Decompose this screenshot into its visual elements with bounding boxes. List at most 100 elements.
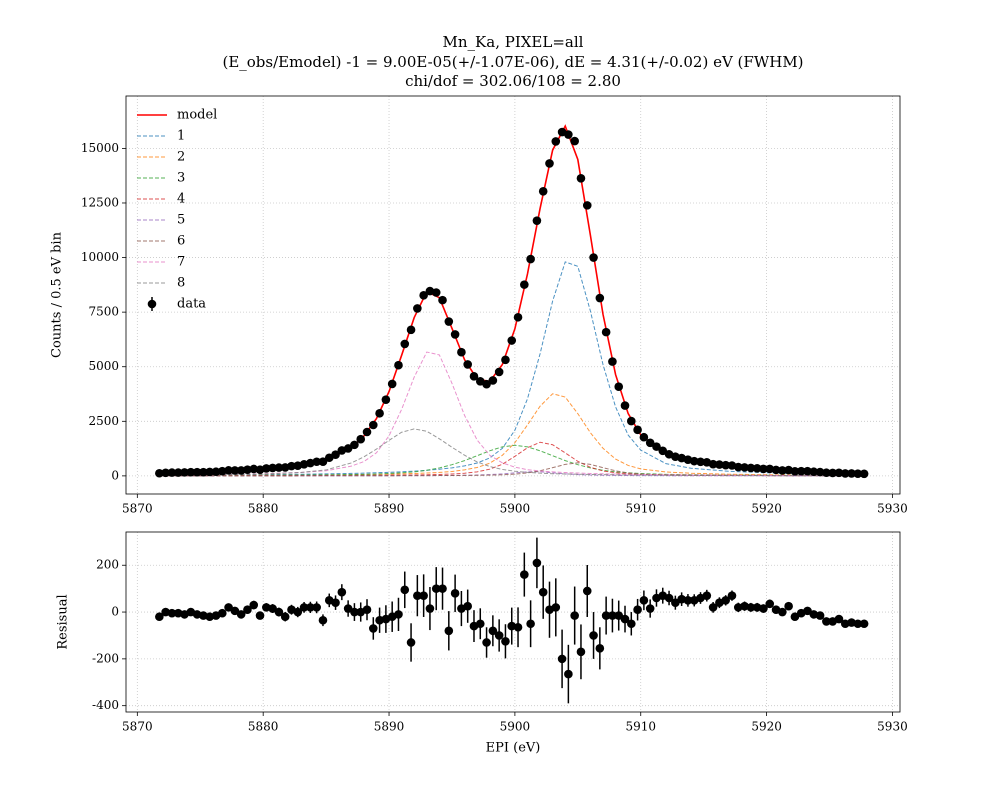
legend-label: 6 bbox=[177, 234, 185, 249]
data-point bbox=[381, 395, 391, 404]
data-point bbox=[419, 291, 428, 300]
component-line bbox=[162, 428, 855, 477]
data-point bbox=[746, 603, 756, 612]
data-point bbox=[715, 460, 724, 469]
data-point bbox=[192, 467, 202, 477]
data-point bbox=[840, 469, 850, 478]
data-point bbox=[475, 619, 485, 629]
data-point bbox=[633, 605, 642, 615]
data-point bbox=[243, 605, 252, 615]
data-point bbox=[217, 466, 227, 476]
data-point bbox=[784, 601, 793, 611]
data-point bbox=[853, 619, 863, 629]
data-point bbox=[438, 295, 447, 305]
data-point bbox=[444, 626, 454, 636]
data-point bbox=[847, 469, 856, 478]
data-point bbox=[394, 360, 403, 370]
data-point bbox=[601, 327, 611, 337]
axes-frame bbox=[125, 95, 901, 495]
data-point bbox=[243, 465, 252, 475]
data-point bbox=[627, 416, 636, 426]
data-point bbox=[576, 174, 586, 183]
data-point bbox=[532, 216, 542, 225]
data-point bbox=[463, 360, 472, 369]
y-tick-label: 200 bbox=[96, 558, 119, 572]
data-point bbox=[274, 463, 284, 472]
data-point bbox=[337, 587, 347, 597]
data-point bbox=[457, 347, 466, 357]
legend-label: 5 bbox=[177, 213, 185, 228]
data-point bbox=[375, 409, 384, 418]
data-point bbox=[318, 457, 328, 466]
data-point bbox=[274, 607, 284, 617]
x-axis-label: EPI (eV) bbox=[486, 741, 541, 756]
data-point bbox=[501, 637, 510, 646]
data-point bbox=[664, 593, 674, 603]
data-point bbox=[765, 599, 775, 609]
component-line bbox=[162, 351, 855, 477]
data-point bbox=[362, 605, 372, 615]
x-tick-label: 5910 bbox=[625, 502, 656, 516]
data-point bbox=[161, 468, 170, 478]
x-tick-label: 5930 bbox=[877, 502, 908, 516]
data-point bbox=[771, 465, 781, 475]
data-point bbox=[689, 456, 699, 466]
data-point bbox=[211, 467, 221, 477]
component-line bbox=[162, 462, 855, 477]
data-point bbox=[224, 603, 233, 612]
x-tick-label: 5880 bbox=[248, 502, 279, 516]
data-point bbox=[859, 619, 869, 629]
data-point bbox=[199, 467, 208, 477]
data-point bbox=[727, 591, 737, 600]
data-point bbox=[494, 631, 504, 640]
data-point bbox=[828, 468, 837, 478]
data-point bbox=[557, 654, 567, 664]
y-tick-label: 5000 bbox=[88, 359, 119, 373]
data-point bbox=[620, 401, 630, 410]
data-point bbox=[513, 312, 523, 322]
data-point bbox=[249, 600, 259, 610]
data-point bbox=[639, 596, 649, 605]
data-point bbox=[186, 467, 196, 477]
data-point bbox=[255, 611, 265, 620]
data-point bbox=[520, 570, 529, 579]
data-point bbox=[683, 596, 693, 605]
data-point bbox=[532, 558, 542, 568]
data-point bbox=[778, 607, 787, 617]
data-point bbox=[400, 585, 410, 595]
data-point bbox=[501, 355, 510, 365]
y-tick-label: 0 bbox=[111, 605, 119, 619]
data-point bbox=[702, 591, 712, 600]
data-point bbox=[299, 603, 309, 612]
data-point bbox=[746, 463, 756, 473]
data-point bbox=[815, 467, 825, 477]
data-point bbox=[312, 603, 321, 612]
data-point bbox=[513, 622, 523, 632]
data-point bbox=[859, 469, 869, 479]
data-point bbox=[551, 603, 561, 612]
data-point bbox=[538, 186, 548, 196]
data-point bbox=[369, 420, 378, 430]
data-point bbox=[608, 357, 617, 366]
legend-swatch bbox=[147, 299, 157, 309]
data-point bbox=[614, 611, 624, 620]
legend-label: 8 bbox=[177, 276, 185, 291]
data-point bbox=[155, 612, 164, 622]
data-point bbox=[350, 440, 359, 450]
data-point bbox=[633, 425, 642, 435]
data-point bbox=[438, 584, 447, 593]
data-point bbox=[645, 604, 655, 613]
data-point bbox=[287, 461, 296, 471]
x-tick-label: 5890 bbox=[374, 720, 405, 734]
data-point bbox=[167, 608, 177, 618]
data-point bbox=[601, 611, 611, 620]
data-point bbox=[482, 638, 491, 647]
x-tick-label: 5880 bbox=[248, 720, 279, 734]
data-point bbox=[236, 610, 246, 619]
y-tick-label: 10000 bbox=[81, 250, 119, 264]
data-point bbox=[507, 336, 517, 345]
data-point bbox=[431, 584, 441, 593]
plot-area bbox=[155, 124, 869, 479]
data-point bbox=[230, 466, 240, 475]
